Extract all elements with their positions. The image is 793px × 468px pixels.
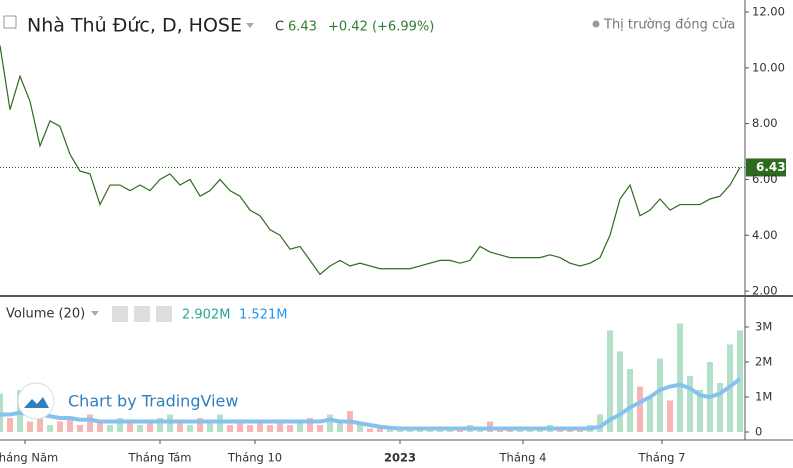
ma-value: 1.521M	[239, 308, 287, 323]
dropdown[interactable]	[246, 23, 254, 28]
volume-bar	[617, 351, 623, 432]
y-tick-label: 2.00	[752, 284, 778, 298]
volume-bar	[197, 417, 203, 432]
x-tick-label: Tháng 7	[638, 451, 686, 465]
volume-bar	[237, 421, 243, 432]
volume-bar	[287, 424, 293, 432]
close-value: 6.43	[288, 20, 317, 35]
volume-bar	[267, 424, 273, 432]
volume-bar	[317, 424, 323, 432]
volume-bar	[377, 428, 383, 432]
y-tick-label: 3M	[755, 319, 772, 333]
volume-bar	[107, 424, 113, 432]
volume-bar	[337, 421, 343, 432]
y-tick-label: 6.00	[752, 172, 778, 186]
volume-value: 2.902M	[182, 308, 230, 323]
volume-bar	[357, 424, 363, 432]
volume-bar	[57, 421, 63, 432]
symbol-title: Nhà Thủ Đức, D, HOSE	[27, 15, 242, 37]
logo	[17, 382, 55, 420]
y-tick-label: 2M	[755, 354, 772, 368]
volume-bar	[207, 421, 213, 432]
volume-bar	[7, 417, 13, 432]
y-tick-label: 10.00	[752, 60, 785, 74]
close-button[interactable]	[156, 306, 172, 322]
volume-bar	[667, 400, 673, 432]
x-tick-label: Tháng 10	[227, 451, 282, 465]
volume-bar	[187, 424, 193, 432]
volume-bar	[677, 323, 683, 432]
volume-bar	[127, 421, 133, 432]
volume-bar	[37, 410, 43, 432]
volume-bar	[597, 414, 603, 432]
watermark: Chart by TradingView	[68, 392, 238, 411]
volume-bar	[87, 414, 93, 432]
volume-bar	[647, 396, 653, 432]
volume-bar	[27, 421, 33, 432]
volume-bar	[297, 421, 303, 432]
x-tick-label: 2023	[384, 451, 416, 465]
volume-bar	[247, 424, 253, 432]
volume-bar	[717, 382, 723, 432]
volume-bar	[387, 428, 393, 432]
volume-bar	[277, 421, 283, 432]
volume-bar	[327, 414, 333, 432]
y-tick-label: 4.00	[752, 228, 778, 242]
y-tick-label: 1M	[755, 389, 772, 403]
change: +0.42 (+6.99%)	[328, 20, 434, 35]
x-tick-label: Tháng 4	[499, 451, 547, 465]
y-tick-label: 12.00	[752, 5, 785, 19]
logo-mark	[24, 397, 49, 408]
last-price-box	[746, 158, 786, 177]
volume-bar	[77, 424, 83, 432]
plot: 6.43	[0, 45, 786, 432]
settings-button[interactable]	[134, 306, 150, 322]
eye-button[interactable]	[112, 306, 128, 322]
volume-bar	[117, 417, 123, 432]
y-tick-label: 8.00	[752, 116, 778, 130]
volume-bar	[637, 386, 643, 432]
status-dot	[592, 20, 600, 28]
collapse-icon[interactable]	[3, 15, 17, 29]
market-status: Thị trường đóng cửa	[603, 18, 735, 33]
volume-bar	[307, 417, 313, 432]
close-label: C	[275, 20, 284, 35]
x-tick-label: Tháng Tám	[128, 451, 192, 465]
volume-bar	[67, 417, 73, 432]
volume-bar	[157, 417, 163, 432]
dropdown[interactable]	[91, 311, 99, 316]
x-tick-label: Tháng Năm	[0, 451, 58, 465]
volume-bar	[137, 424, 143, 432]
volume-bar	[627, 368, 633, 432]
last-price-label: 6.43	[756, 160, 786, 174]
volume-bar	[367, 428, 373, 432]
volume-bar	[227, 424, 233, 432]
price-line	[0, 45, 741, 276]
volume-bar	[47, 424, 53, 432]
volume-bar	[657, 358, 663, 432]
volume-ma	[0, 377, 742, 431]
volume-bar	[177, 421, 183, 432]
volume-bar	[697, 389, 703, 432]
volume-bar	[257, 421, 263, 432]
volume-bar	[687, 375, 693, 432]
volume-title: Volume (20)	[6, 307, 85, 322]
volume-bar	[607, 330, 613, 432]
y-tick-label: 0	[755, 425, 762, 439]
volume-bar	[97, 421, 103, 432]
volume-bar	[147, 421, 153, 432]
